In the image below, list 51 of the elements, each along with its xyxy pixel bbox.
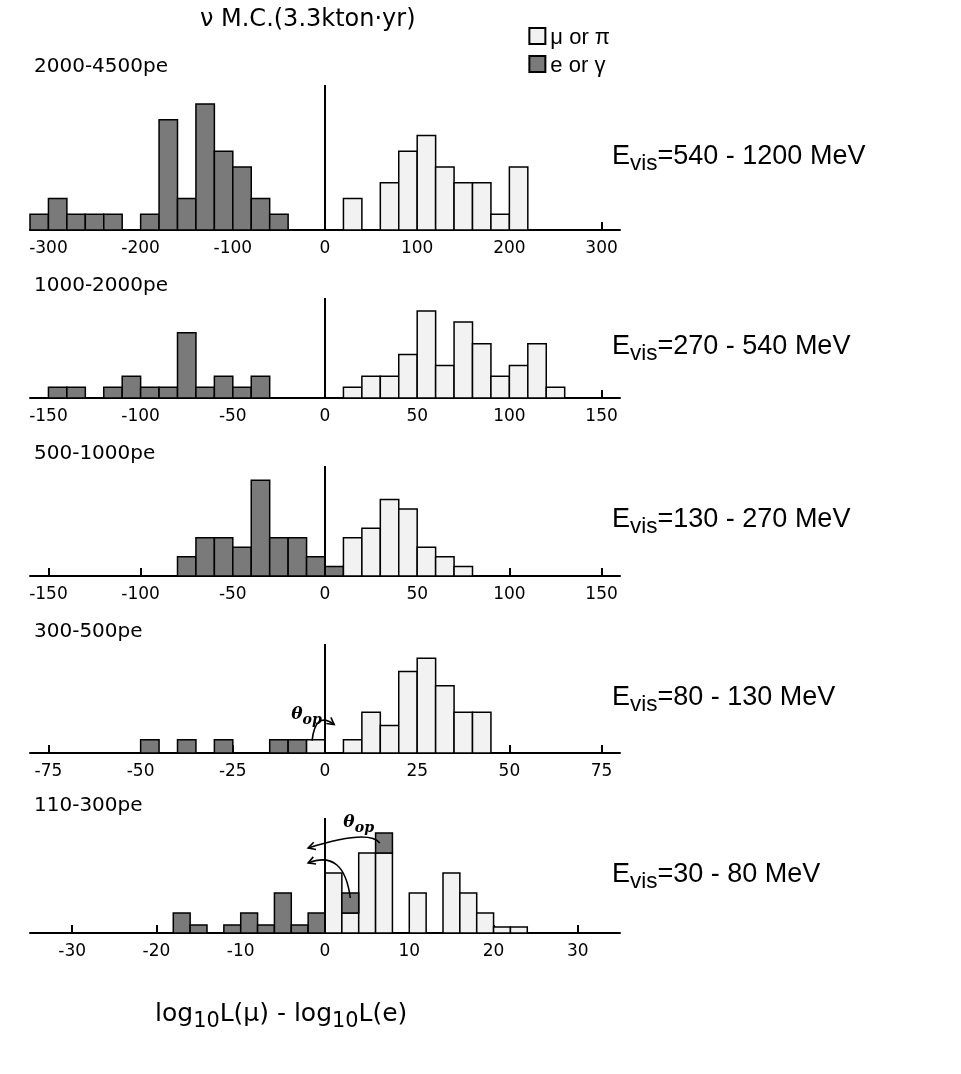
x-tick-label: 0 (319, 236, 331, 257)
text: E$_{vis}$=130 - 270 MeV (612, 503, 851, 540)
x-tick-label: 200 (493, 236, 526, 257)
x-tick-label: -300 (29, 236, 68, 257)
x-tick-label: 0 (319, 759, 331, 780)
legend-label: μ or π (550, 23, 610, 49)
chart-title: 1000-2000pe (34, 272, 169, 296)
x-tick-label: -25 (218, 759, 247, 780)
x-tick-label: 300 (585, 236, 618, 257)
x-tick-label: -10 (226, 939, 255, 960)
x-tick-label: -30 (58, 939, 87, 960)
x-axis-title: log$_{10}$L(μ) - log$_{10}$L(e) (155, 998, 408, 1032)
x-tick-label: -100 (213, 236, 253, 257)
x-tick-label: 25 (406, 759, 429, 780)
chart-title: 500-1000pe (34, 440, 156, 464)
text: E$_{vis}$=540 - 1200 MeV (612, 139, 866, 176)
annotation: θ$_{op}$ (343, 811, 375, 835)
x-tick-label: -150 (29, 404, 68, 425)
x-tick-label: 50 (406, 404, 429, 425)
text: E$_{vis}$=30 - 80 MeV (612, 857, 821, 894)
x-tick-label: -50 (126, 759, 155, 780)
x-tick-label: 150 (585, 582, 618, 603)
x-tick-label: -200 (121, 236, 160, 257)
x-tick-label: 150 (585, 404, 618, 425)
x-tick-label: 0 (319, 939, 331, 960)
x-tick-label: 20 (482, 939, 505, 960)
x-tick-label: 50 (498, 759, 521, 780)
x-tick-label: 75 (590, 759, 613, 780)
x-tick-label: 0 (319, 582, 331, 603)
x-tick-label: -20 (142, 939, 171, 960)
text: ν M.C.(3.3kton·yr) (200, 4, 416, 32)
x-tick-label: 10 (398, 939, 421, 960)
x-tick-label: 30 (567, 939, 589, 960)
x-tick-label: -150 (29, 582, 68, 603)
x-tick-label: -75 (34, 759, 63, 780)
x-tick-label: 100 (493, 404, 526, 425)
x-tick-label: -50 (218, 582, 247, 603)
chart-title: 2000-4500pe (34, 53, 169, 77)
x-tick-label: -100 (121, 404, 160, 425)
chart-title: 110-300pe (34, 792, 143, 816)
text: E$_{vis}$=80 - 130 MeV (612, 680, 836, 717)
x-tick-label: 100 (493, 582, 526, 603)
text: E$_{vis}$=270 - 540 MeV (612, 330, 851, 367)
x-tick-label: -100 (121, 582, 160, 603)
x-tick-label: 100 (400, 236, 434, 257)
legend-label: e or γ (550, 51, 606, 77)
annotation: θ$_{op}$ (291, 703, 322, 727)
x-tick-label: 0 (319, 404, 331, 425)
x-tick-label: 50 (406, 582, 429, 603)
x-tick-label: -50 (218, 404, 247, 425)
chart-title: 300-500pe (34, 618, 143, 642)
